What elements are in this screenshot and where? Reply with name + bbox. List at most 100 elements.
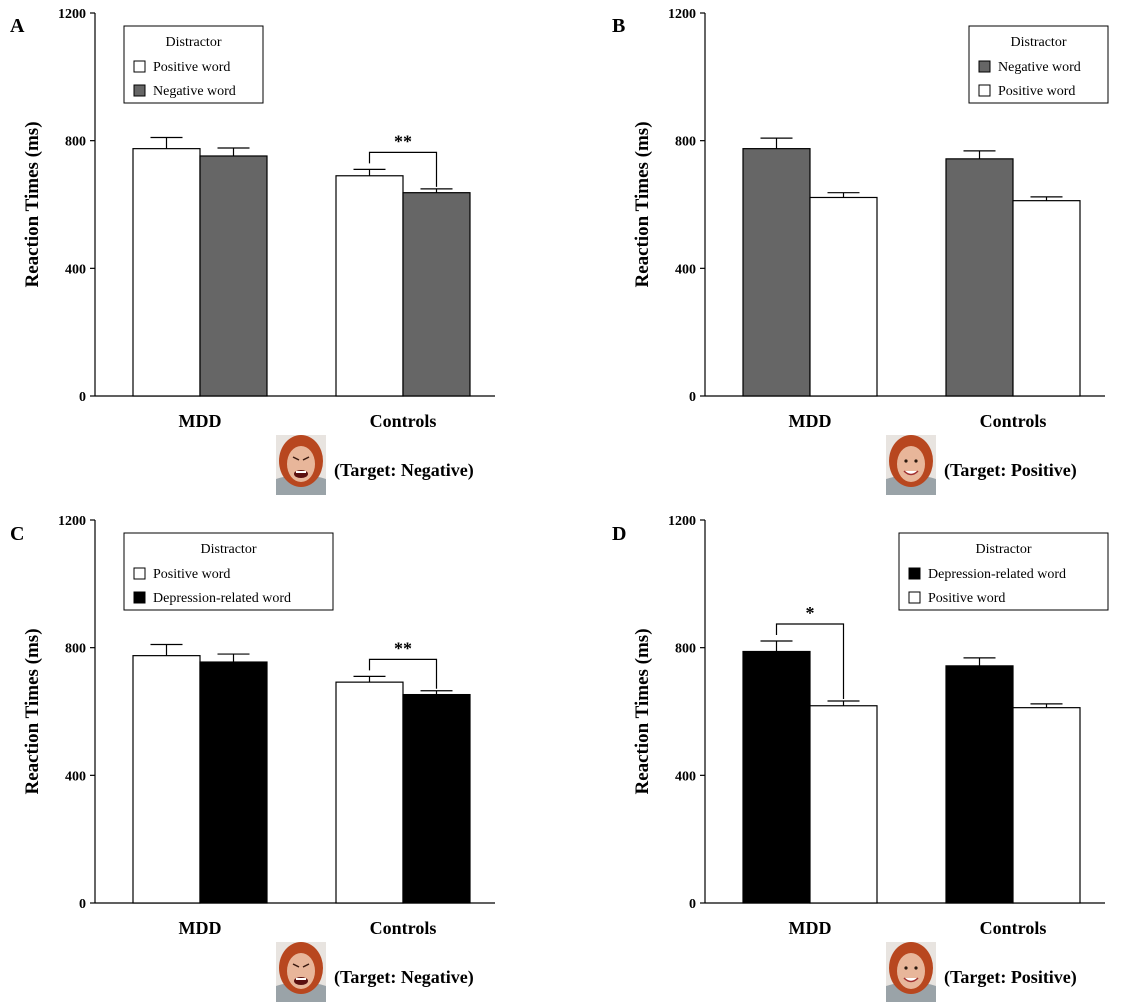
panel-letter: D <box>612 523 626 545</box>
legend-title: Distractor <box>166 35 222 50</box>
x-category-label: MDD <box>789 411 832 431</box>
positive-face-icon-skin <box>897 953 925 989</box>
y-axis-label: Reaction Times (ms) <box>632 628 653 794</box>
legend-swatch <box>978 60 991 73</box>
y-tick-label: 400 <box>675 262 696 277</box>
legend-swatch <box>133 84 146 97</box>
bar-positive-word-mdd <box>132 655 201 904</box>
y-tick-label: 400 <box>675 769 696 784</box>
legend-box <box>123 25 264 104</box>
x-category-label: MDD <box>179 411 222 431</box>
legend-swatch <box>908 567 921 580</box>
x-category-label: MDD <box>179 918 222 938</box>
significance-bracket: ** <box>368 638 438 689</box>
bracket-line <box>775 623 845 699</box>
legend-title: Distractor <box>1011 35 1067 50</box>
target-label: (Target: Negative) <box>334 967 474 988</box>
bar-negative-word-mdd <box>199 155 268 397</box>
negative-face-icon-teeth <box>296 471 306 473</box>
negative-face-icon-skin <box>287 446 315 482</box>
negative-face-icon-brow-left <box>292 963 300 968</box>
x-category-label: MDD <box>789 918 832 938</box>
x-category-label: Controls <box>980 918 1047 938</box>
legend-item-label: Depression-related word <box>928 567 1066 582</box>
panel-b: B 0 400 800 1200 Reaction Times (ms) MDD Contro… <box>612 7 1109 495</box>
y-tick-label: 800 <box>675 642 696 657</box>
negative-face-icon-brow-right <box>302 963 310 968</box>
legend: Distractor Negative word Positive word <box>968 25 1109 104</box>
positive-face-icon-smile <box>903 977 919 983</box>
y-tick-label: 1200 <box>58 514 86 529</box>
significance-marker: ** <box>394 638 412 658</box>
legend-box <box>968 25 1109 104</box>
y-tick-label: 0 <box>689 390 696 405</box>
legend-title: Distractor <box>976 542 1032 557</box>
negative-face-icon-teeth <box>296 978 306 980</box>
bar-negative-word-mdd <box>742 148 811 397</box>
positive-face-icon-eye-left <box>904 966 908 970</box>
x-category-label: Controls <box>980 411 1047 431</box>
bar-depression-related-word-controls <box>945 665 1014 904</box>
legend-box <box>898 532 1109 611</box>
legend-title: Distractor <box>201 542 257 557</box>
x-category-label: Controls <box>370 918 437 938</box>
legend-item-label: Negative word <box>153 84 236 99</box>
y-tick-label: 0 <box>79 897 86 912</box>
significance-marker: ** <box>394 131 412 151</box>
y-tick-label: 0 <box>689 897 696 912</box>
y-tick-label: 800 <box>65 642 86 657</box>
panel-letter: A <box>10 15 25 37</box>
legend-swatch <box>133 60 146 73</box>
target-label: (Target: Negative) <box>334 460 474 481</box>
bracket-line <box>368 658 438 689</box>
legend-item-label: Positive word <box>153 567 230 582</box>
y-tick-label: 400 <box>65 769 86 784</box>
negative-face-icon-brow-left <box>292 456 300 461</box>
positive-face-icon-smile <box>903 470 919 476</box>
bar-positive-word-mdd <box>809 705 878 904</box>
y-tick-label: 800 <box>65 135 86 150</box>
legend-box <box>123 532 334 611</box>
y-axis-label: Reaction Times (ms) <box>22 121 43 287</box>
bar-positive-word-mdd <box>132 148 201 397</box>
positive-face-icon-eye-left <box>904 459 908 463</box>
bar-negative-word-controls <box>402 192 471 397</box>
bracket-line <box>368 151 438 187</box>
positive-face-icon-eye-right <box>914 966 918 970</box>
bar-depression-related-word-mdd <box>199 661 268 904</box>
bar-negative-word-controls <box>945 158 1014 397</box>
y-tick-label: 400 <box>65 262 86 277</box>
positive-face-icon <box>886 435 936 495</box>
x-category-label: Controls <box>370 411 437 431</box>
positive-face-icon-eye-right <box>914 459 918 463</box>
legend-item-label: Positive word <box>153 60 230 75</box>
target-label: (Target: Positive) <box>944 460 1077 481</box>
panel-letter: C <box>10 523 24 545</box>
y-tick-label: 800 <box>675 135 696 150</box>
target-label: (Target: Positive) <box>944 967 1077 988</box>
y-tick-label: 1200 <box>58 7 86 22</box>
positive-face-icon-skin <box>897 446 925 482</box>
negative-face-icon <box>276 942 326 1002</box>
y-axis-label: Reaction Times (ms) <box>632 121 653 287</box>
legend-swatch <box>978 84 991 97</box>
negative-face-icon <box>276 435 326 495</box>
legend-item-label: Positive word <box>928 591 1005 606</box>
significance-bracket: * <box>775 603 845 699</box>
bar-positive-word-controls <box>335 681 404 904</box>
bar-positive-word-controls <box>1012 200 1081 397</box>
panel-d: D 0 400 800 1200 Reaction Times (ms) MDD Contro… <box>612 514 1109 1002</box>
significance-marker: * <box>806 603 815 623</box>
negative-face-icon-skin <box>287 953 315 989</box>
significance-bracket: ** <box>368 131 438 187</box>
panel-letter: B <box>612 15 625 37</box>
legend-swatch <box>133 567 146 580</box>
y-tick-label: 0 <box>79 390 86 405</box>
panel-c: C 0 400 800 1200 Reaction Times (ms) MDD Contro… <box>10 514 495 1002</box>
positive-face-icon <box>886 942 936 1002</box>
panel-a: A 0 400 800 1200 Reaction Times (ms) MDD Contro… <box>10 7 495 495</box>
y-axis-label: Reaction Times (ms) <box>22 628 43 794</box>
bar-positive-word-controls <box>1012 707 1081 904</box>
bar-depression-related-word-mdd <box>742 650 811 904</box>
